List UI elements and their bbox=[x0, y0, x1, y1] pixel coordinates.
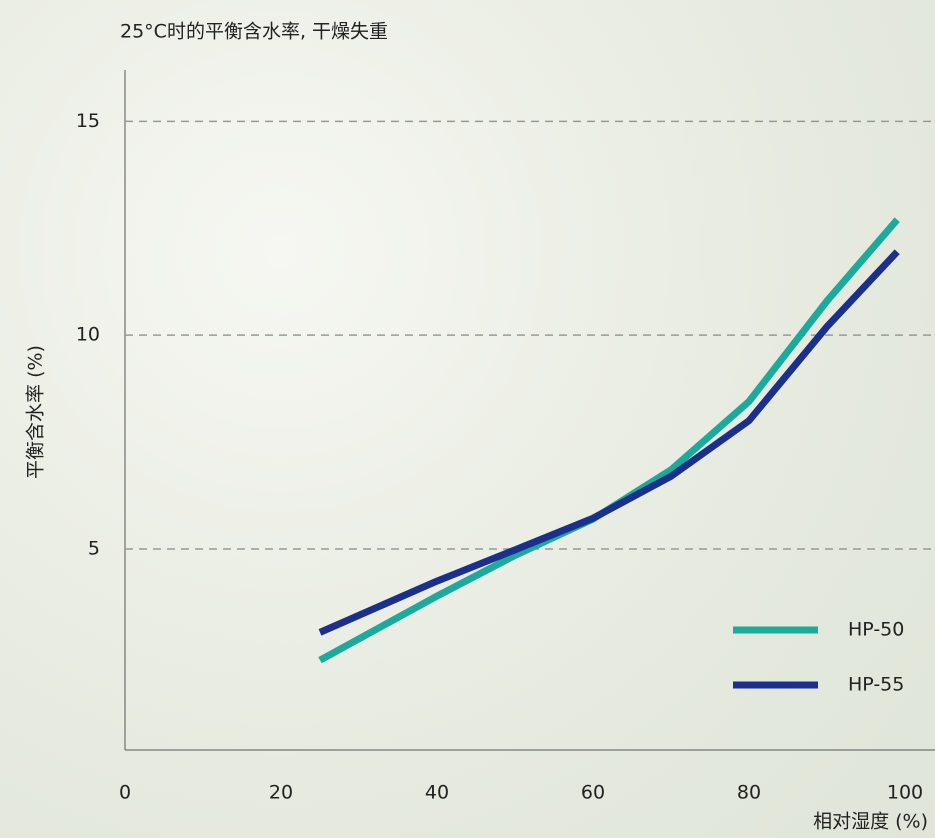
x-tick-label: 0 bbox=[119, 782, 131, 804]
y-tick-label: 15 bbox=[76, 110, 100, 132]
legend-label: HP-55 bbox=[848, 674, 904, 696]
x-tick-label: 40 bbox=[425, 782, 449, 804]
x-tick-label: 80 bbox=[737, 782, 761, 804]
x-tick-label: 60 bbox=[581, 782, 605, 804]
chart-title: 25°C时的平衡含水率, 干燥失重 bbox=[120, 21, 388, 43]
x-tick-label: 100 bbox=[887, 782, 923, 804]
y-tick-label: 5 bbox=[88, 537, 100, 559]
x-tick-label: 20 bbox=[269, 782, 293, 804]
legend-label: HP-50 bbox=[848, 619, 904, 641]
x-axis-label: 相对湿度 (%) bbox=[813, 811, 928, 833]
data-line bbox=[318, 249, 900, 636]
y-axis-label: 平衡含水率 (%) bbox=[25, 345, 47, 479]
y-tick-label: 10 bbox=[76, 324, 100, 346]
